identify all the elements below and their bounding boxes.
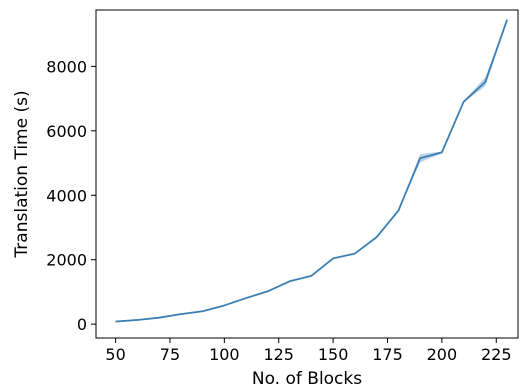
y-axis-ticks: 0 2000 4000 6000 8000 [46, 57, 96, 334]
x-tick-label: 225 [481, 345, 512, 364]
axes-frame [95, 9, 519, 339]
y-tick-label: 8000 [46, 57, 87, 76]
y-tick-label: 0 [77, 315, 87, 334]
series-line [115, 19, 508, 323]
x-tick-label: 175 [372, 345, 403, 364]
x-tick-label: 150 [318, 345, 349, 364]
y-tick-label: 6000 [46, 122, 87, 141]
y-tick-label: 4000 [46, 186, 87, 205]
y-axis-label: Translation Time (s) [12, 90, 32, 258]
x-tick-label: 125 [263, 345, 294, 364]
y-tick-label: 2000 [46, 251, 87, 270]
x-tick-label: 50 [105, 345, 125, 364]
x-tick-label: 75 [160, 345, 180, 364]
x-axis-label: No. of Blocks [252, 369, 362, 389]
plot-area [115, 19, 508, 323]
x-axis-ticks: 50 75 100 125 150 175 200 225 [105, 338, 512, 364]
x-tick-label: 100 [209, 345, 240, 364]
x-tick-label: 200 [427, 345, 458, 364]
